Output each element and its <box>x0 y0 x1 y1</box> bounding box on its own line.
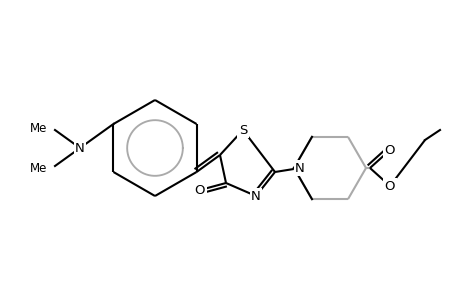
Text: O: O <box>384 179 394 193</box>
Text: N: N <box>251 190 260 202</box>
Text: N: N <box>295 161 304 175</box>
Text: N: N <box>75 142 85 154</box>
Text: Me: Me <box>29 122 47 134</box>
Text: O: O <box>194 184 205 196</box>
Text: Me: Me <box>29 161 47 175</box>
Text: O: O <box>384 143 394 157</box>
Text: S: S <box>238 124 246 136</box>
